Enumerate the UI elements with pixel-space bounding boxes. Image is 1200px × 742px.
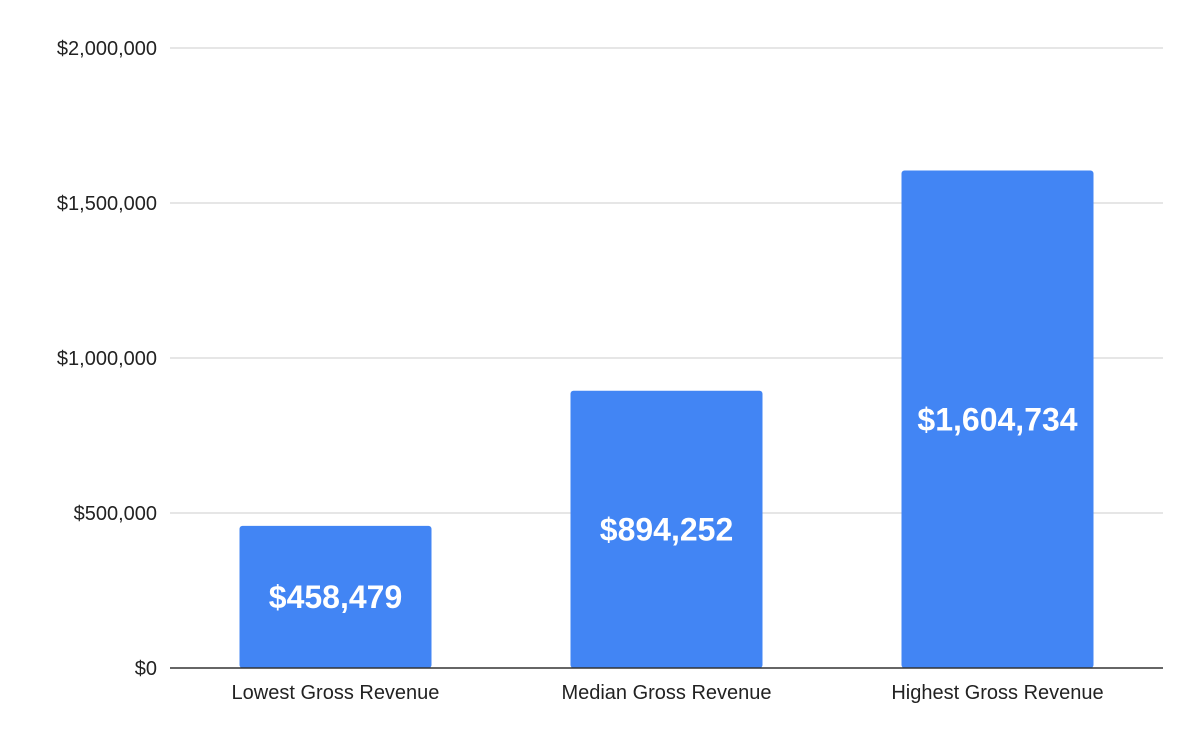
x-axis-ticks: Lowest Gross Revenue Median Gross Revenue…	[232, 682, 1104, 704]
bar	[901, 170, 1094, 668]
y-tick-label: $500,000	[74, 503, 157, 525]
y-tick-label: $2,000,000	[57, 38, 157, 60]
y-tick-label: $0	[135, 658, 157, 680]
bar	[570, 390, 763, 668]
data-labels: $458,479 $894,252 $1,604,734	[269, 401, 1078, 615]
y-axis-ticks: $0 $500,000 $1,000,000 $1,500,000 $2,000,000	[57, 38, 157, 680]
y-tick-label: $1,000,000	[57, 348, 157, 370]
bars	[239, 170, 1094, 668]
x-tick-label: Highest Gross Revenue	[891, 682, 1103, 704]
bar-data-label: $1,604,734	[917, 401, 1077, 437]
bar-data-label: $458,479	[269, 579, 402, 615]
y-tick-label: $1,500,000	[57, 193, 157, 215]
bar	[239, 525, 432, 668]
x-tick-label: Lowest Gross Revenue	[232, 682, 440, 704]
x-tick-label: Median Gross Revenue	[561, 682, 771, 704]
bar-data-label: $894,252	[600, 511, 733, 547]
